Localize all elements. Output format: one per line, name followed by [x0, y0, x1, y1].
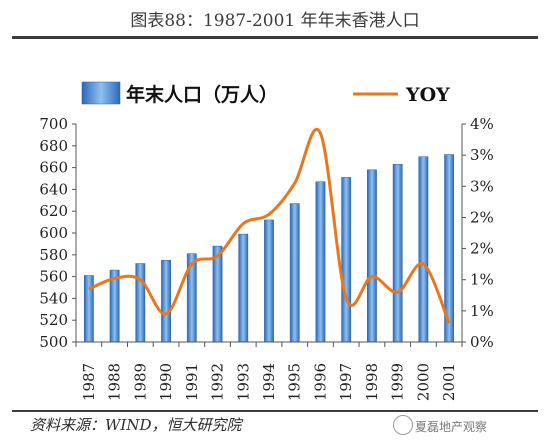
right-tick-label: 1% — [470, 302, 494, 320]
bar — [83, 275, 94, 343]
right-tick-label: 0% — [470, 333, 494, 351]
right-tick-label: 3% — [470, 177, 494, 195]
bar — [418, 156, 429, 343]
right-tick-label: 1% — [470, 271, 494, 289]
legend-bar-label: 年末人口（万人） — [126, 83, 278, 106]
bar — [109, 269, 120, 343]
x-tick-label: 1987 — [80, 363, 98, 401]
left-tick-label: 520 — [39, 311, 68, 329]
x-tick-label: 1992 — [209, 363, 227, 401]
chart: 年末人口（万人） YOY 500 520 540 560 580 600 620 640 660 6… — [39, 81, 494, 401]
left-tick-label: 540 — [39, 289, 68, 307]
x-tick-label: 1994 — [260, 363, 278, 401]
left-tick-label: 680 — [39, 137, 68, 155]
x-tick-label: 1997 — [337, 363, 355, 401]
bar — [238, 233, 249, 343]
left-tick-label: 700 — [39, 115, 68, 133]
bar — [341, 177, 352, 343]
left-tick-label: 560 — [39, 268, 68, 286]
left-tick-label: 500 — [39, 333, 68, 351]
right-tick-label: 2% — [470, 240, 494, 258]
bar — [289, 203, 300, 343]
source-note: 资料来源：WIND，恒大研究院 — [30, 416, 242, 434]
x-tick-label: 1995 — [286, 363, 304, 401]
x-tick-label: 2001 — [440, 363, 458, 401]
x-tick-label: 1999 — [389, 363, 407, 401]
left-tick-label: 660 — [39, 159, 68, 177]
x-tick-label: 1990 — [157, 363, 175, 401]
x-tick-label: 1991 — [183, 363, 201, 401]
right-tick-label: 3% — [470, 146, 494, 164]
left-tick-label: 580 — [39, 246, 68, 264]
watermark: 夏磊地产观察 — [415, 420, 488, 434]
bar — [135, 263, 146, 343]
yoy-line — [88, 128, 451, 324]
legend-bar-swatch — [81, 81, 121, 105]
left-tick-label: 600 — [39, 224, 68, 242]
bar — [367, 169, 377, 343]
x-tick-label: 2000 — [414, 363, 432, 401]
wechat-icon — [393, 415, 413, 435]
right-tick-label: 4% — [470, 115, 494, 133]
bar — [392, 164, 403, 343]
left-tick-label: 620 — [39, 202, 68, 220]
plot-area: 500 520 540 560 580 600 620 640 660 680 700 0% 1% 1% 2… — [39, 115, 493, 401]
x-tick-label: 1989 — [131, 363, 149, 401]
x-tick-label: 1998 — [363, 363, 381, 401]
x-tick-label: 1993 — [234, 363, 252, 401]
bar — [264, 219, 274, 343]
chart-title: 图表88：1987-2001 年年末香港人口 — [130, 11, 420, 31]
bar — [161, 260, 171, 343]
title-rule — [12, 36, 538, 39]
left-tick-label: 640 — [39, 180, 68, 198]
legend-line-label: YOY — [405, 84, 450, 106]
bar — [212, 245, 223, 343]
footer-rule — [12, 410, 538, 412]
x-tick-label: 1988 — [106, 363, 124, 401]
legend: 年末人口（万人） YOY — [81, 81, 450, 106]
bar — [315, 181, 326, 343]
x-tick-label: 1996 — [311, 363, 329, 401]
right-tick-label: 2% — [470, 208, 494, 226]
